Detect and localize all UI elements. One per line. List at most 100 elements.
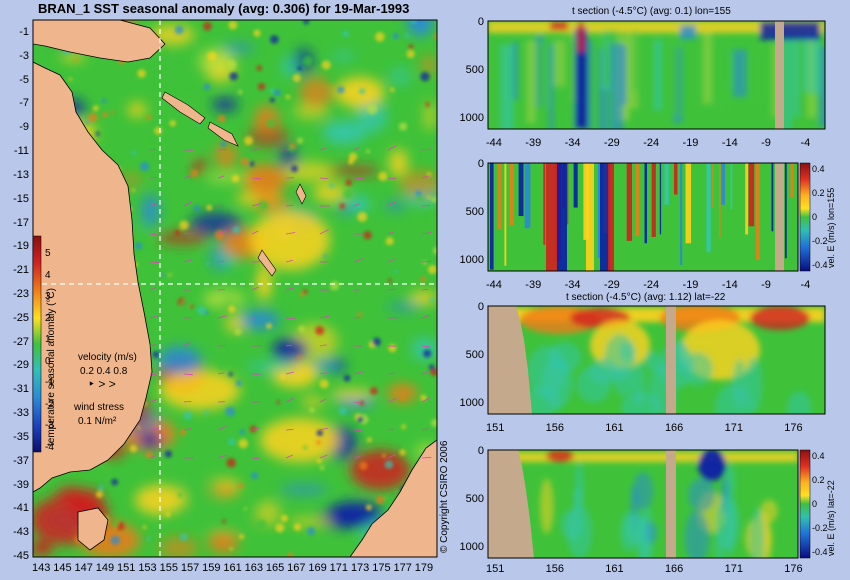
temp-colorbar-tick: 0 [45,355,51,367]
wind-vector [251,148,259,151]
panel-2-x-tick: -34 [564,279,581,291]
map-y-tick: -13 [13,168,29,181]
wind-vector [217,454,228,459]
wind-vector [353,146,360,151]
wind-vector [387,428,395,431]
wind-vector [149,344,157,347]
wind-vector [251,286,259,291]
temp-colorbar-label: temperature seasonal anomaly (°C) [46,288,57,446]
map-y-tick: -7 [19,97,29,110]
wind-vector [421,371,428,375]
wind-vector [319,372,327,375]
velocity-legend-scale: 0.2 0.4 0.8 [80,366,128,377]
panel-4-y-tick: 1000 [459,541,484,553]
wind-vector [421,261,431,263]
wind-vector [421,457,432,459]
temp-colorbar-tick: 5 [45,248,51,259]
map-y-tick: -15 [13,192,29,205]
map-title: BRAN_1 SST seasonal anomaly (avg: 0.306)… [38,1,410,16]
panel-3-title: t section (-4.5°C) (avg: 1.12) lat=-22 [566,292,726,303]
sst-map [33,20,437,557]
panel-3-x-tick: 151 [486,422,505,434]
panel-4-colorbar-tick: 0.4 [812,451,825,461]
panel-3-x-tick: 171 [724,422,743,434]
wind-vector [217,230,227,235]
map-x-tick: 171 [329,562,349,574]
wind-vector [251,316,261,319]
temp-colorbar-tick: -1 [45,377,54,389]
wind-vector [285,454,293,459]
map-x-tick: 145 [53,562,72,574]
panel-1-x-tick: -19 [682,137,699,149]
panel-3-x-tick: 156 [545,422,564,434]
panel-1-x-tick: -9 [761,137,771,149]
wind-vector [149,373,157,375]
wind-vector [421,204,431,207]
wind-vector [251,203,262,207]
panel-1-title: t section (-4.5°C) (avg: 0.1) lon=155 [572,6,731,17]
map-x-tick: 169 [308,562,327,574]
wind-vector [285,287,294,291]
wind-vector [217,260,225,263]
map-x-tick: 173 [350,562,370,574]
wind-vector [149,427,158,431]
wind-vector [217,425,226,431]
wind-vector [149,233,157,235]
panel-3-y-tick: 0 [477,301,484,313]
map-x-tick: 151 [117,562,136,574]
map-y-tick: -11 [13,145,29,158]
panel-4-x-tick: 166 [664,563,684,575]
section-panel-3 [488,306,825,414]
panel-1-x-tick: -4 [800,137,811,149]
map-y-tick: -25 [13,311,29,324]
wind-vector [149,398,159,403]
panel-2-colorbar-tick: -0.4 [812,260,828,270]
land-australia [33,61,153,493]
copyright-text: © Copyright CSIRO 2006 [439,440,450,553]
wind-vector [319,147,326,151]
map-y-tick: -39 [13,478,29,491]
wind-vector [387,201,397,207]
wind-vector [217,372,225,375]
map-x-tick: 161 [223,562,242,574]
panel-2-y-tick: 1000 [459,254,484,266]
vel-colorbar-2 [799,449,811,559]
wind-vector [285,259,293,263]
wind-vector [285,344,293,347]
wind-vector [183,428,192,431]
wind-legend-title: wind stress [74,402,125,413]
panel-2-x-tick: -44 [486,279,502,291]
panel-3-x-tick: 161 [605,422,624,434]
map-y-tick: -21 [13,264,29,277]
map-y-tick: -31 [13,383,29,396]
panel-1-x-tick: -39 [525,137,542,149]
velocity-legend-title: velocity (m/s) [78,352,137,363]
temp-colorbar-tick: 4 [45,269,51,281]
panel-1-x-tick: -29 [603,137,620,149]
map-y-tick: -37 [13,454,29,467]
panel-1-y-tick: 1000 [459,112,484,124]
wind-vector [421,148,432,151]
wind-vector [421,428,429,431]
panel-2-x-tick: -24 [643,279,660,291]
panel-4-colorbar-tick: 0.2 [812,475,825,485]
panel-1-y-tick: 0 [477,16,484,28]
map-y-tick: -29 [13,359,29,372]
section-panel-2 [488,163,798,271]
map-x-tick: 165 [265,562,285,574]
temp-colorbar-tick: -4 [45,442,54,453]
map-y-tick: -1 [19,26,29,38]
panel-4-colorbar-tick: 0 [812,499,818,509]
wind-vector [353,258,364,263]
panel-3-y-tick: 1000 [459,397,484,409]
map-x-tick: 163 [244,562,263,574]
wind-vector [387,231,395,235]
map-x-tick: 147 [74,562,93,574]
wind-vector [183,373,193,376]
panel-2-colorbar-tick: -0.2 [812,236,828,246]
wind-vector [319,454,328,459]
wind-vector [387,145,397,151]
wind-vector [149,261,160,264]
map-y-tick: -17 [13,216,29,229]
panel-2-colorbar-tick: 0 [812,212,818,222]
